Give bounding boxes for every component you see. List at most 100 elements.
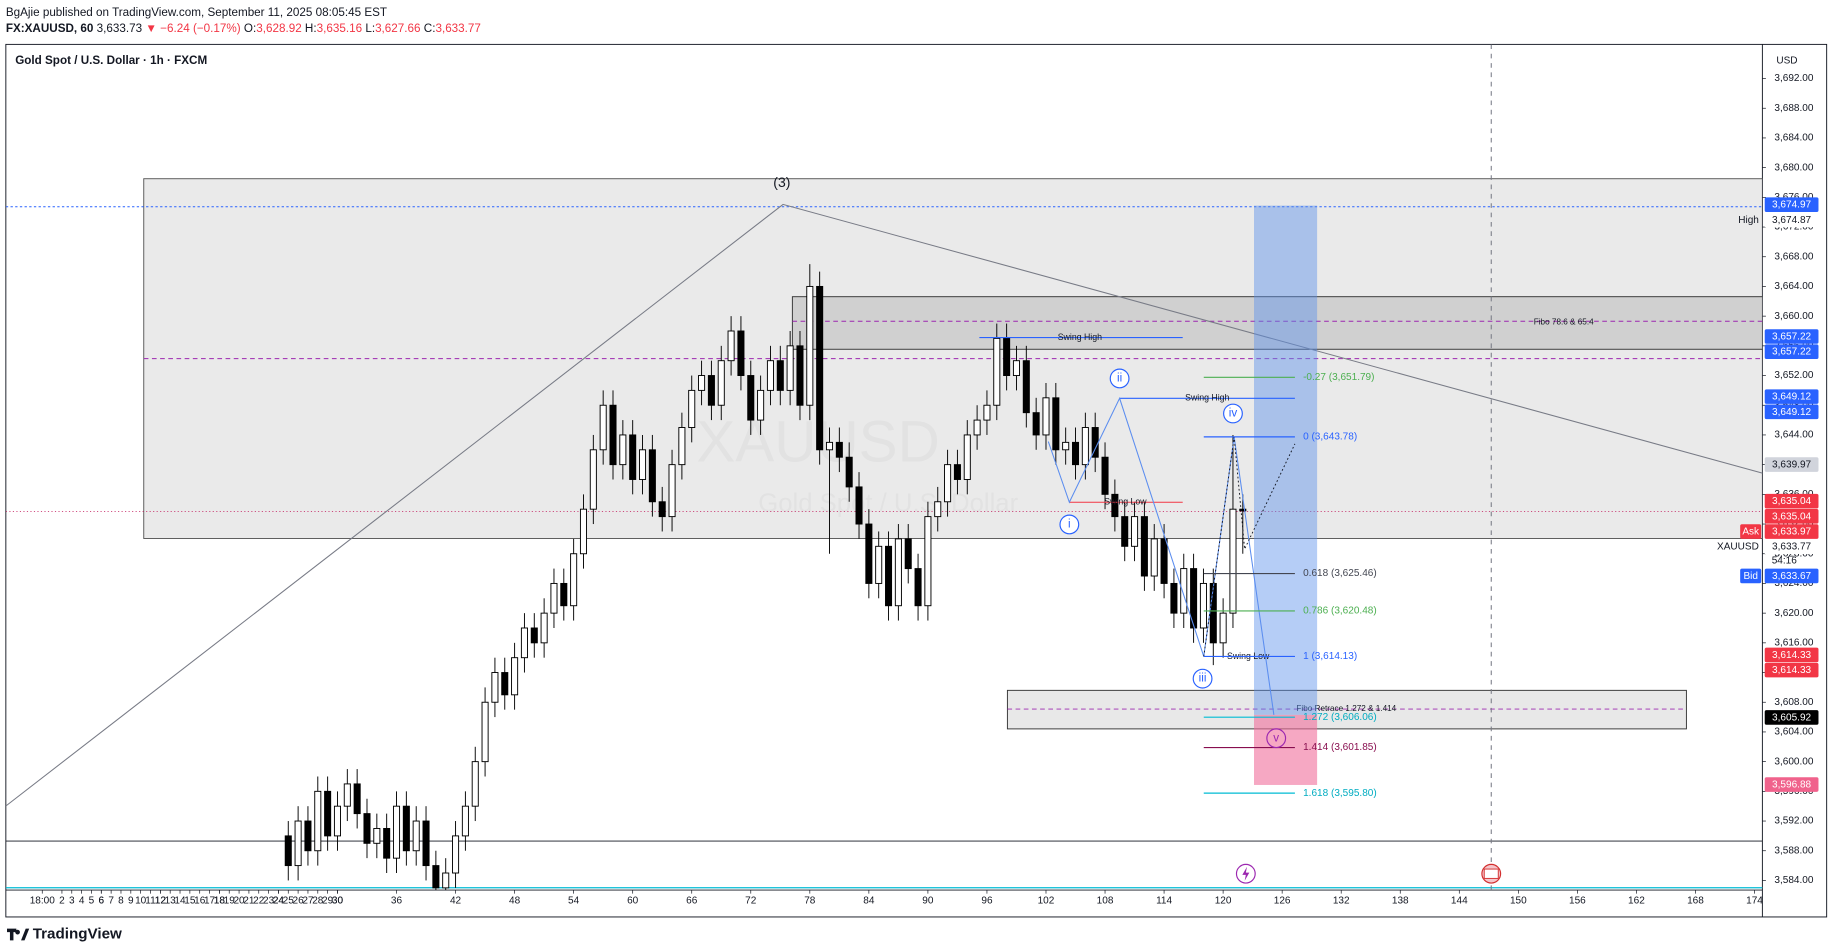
event-icon-glyph bbox=[1483, 868, 1499, 879]
price-tag-sub: 54:16 bbox=[1772, 556, 1798, 567]
x-tick-label: 66 bbox=[686, 895, 698, 906]
candle-body bbox=[875, 545, 883, 584]
symbol: FX:XAUUSD, 60 bbox=[6, 22, 94, 35]
candle-body bbox=[501, 672, 509, 696]
price-tag-label: 3,633.67 bbox=[1772, 571, 1811, 582]
candle-body bbox=[1022, 360, 1030, 414]
x-tick-label: 29 bbox=[322, 895, 334, 906]
candle-body bbox=[993, 337, 1001, 406]
fib-levels: -0.27 (3,651.79) 0 (3,643.78) 0.618 (3,6… bbox=[1203, 372, 1377, 799]
candle-body bbox=[1121, 516, 1129, 547]
candle-body bbox=[520, 627, 528, 659]
symbol-line: FX:XAUUSD, 60 3,633.73 ▼ −6.24 (−0.17%) … bbox=[6, 22, 481, 35]
price-tag bbox=[1764, 493, 1819, 509]
y-tick-label: 3,620.00 bbox=[1774, 608, 1813, 619]
candle-body bbox=[973, 419, 981, 436]
candle-body bbox=[983, 404, 991, 421]
price-tag-label: 3,657.22 bbox=[1772, 347, 1811, 358]
x-tick-label: 18:00 bbox=[30, 895, 56, 906]
fib-label: 1 (3,614.13) bbox=[1303, 651, 1357, 662]
price-tag-label: 3,635.04 bbox=[1772, 496, 1811, 507]
x-tick-label: 25 bbox=[283, 895, 295, 906]
x-tick-label: 12 bbox=[155, 895, 167, 906]
projection-box bbox=[1254, 714, 1318, 785]
x-tick-label: 10 bbox=[135, 895, 147, 906]
x-tick-label: 17 bbox=[204, 895, 216, 906]
currency: USD bbox=[1776, 55, 1797, 66]
y-tick-label: 3,652.00 bbox=[1774, 370, 1813, 381]
ohlc-value: 3,628.92 bbox=[256, 22, 301, 35]
x-tick-label: 102 bbox=[1038, 895, 1055, 906]
candle-body bbox=[402, 805, 410, 852]
candle-body bbox=[432, 865, 440, 889]
watermark: Gold Spot / U.S. Dollar bbox=[758, 489, 1018, 517]
candle-body bbox=[333, 805, 341, 837]
price-tag-label: 3,639.97 bbox=[1772, 460, 1811, 471]
candle-body bbox=[1160, 538, 1168, 584]
candle-body bbox=[1131, 516, 1139, 547]
x-tick-label: 22 bbox=[253, 895, 265, 906]
wave-label: iv bbox=[1229, 407, 1238, 420]
ohlc-label: O: bbox=[244, 22, 256, 35]
wave-label: i bbox=[1068, 518, 1071, 531]
candle-body bbox=[944, 464, 952, 503]
candle-body bbox=[796, 345, 804, 406]
y-tick-label: 3,616.00 bbox=[1774, 637, 1813, 648]
x-tick-label: 16 bbox=[194, 895, 206, 906]
wave-circle bbox=[1109, 368, 1130, 389]
candle-body bbox=[481, 701, 489, 763]
x-tick-label: 9 bbox=[128, 895, 134, 906]
zone-box bbox=[143, 178, 1763, 539]
projection-box bbox=[1254, 205, 1318, 715]
candle-body bbox=[550, 582, 558, 614]
candle-body bbox=[452, 835, 460, 874]
x-tick-label: 114 bbox=[1156, 895, 1172, 906]
price-tag bbox=[1764, 524, 1819, 539]
wave-circle bbox=[1059, 514, 1080, 535]
price-tag bbox=[1764, 344, 1819, 359]
x-tick-label: 120 bbox=[1215, 895, 1232, 906]
x-tick-label: 12 bbox=[155, 895, 167, 906]
candle-body bbox=[816, 285, 824, 451]
candle-body bbox=[1190, 568, 1198, 629]
price-tag bbox=[1764, 212, 1819, 228]
x-tick-label: 26 bbox=[293, 895, 305, 906]
y-tick-label: 3,600.00 bbox=[1774, 756, 1813, 767]
candle-body bbox=[1219, 612, 1227, 644]
y-tick-label: 3,660.00 bbox=[1774, 311, 1813, 322]
candle-body bbox=[953, 464, 961, 480]
candle-body bbox=[1042, 397, 1050, 436]
candle-body bbox=[422, 820, 430, 867]
plot: XAUUSD Gold Spot / U.S. Dollar Fibo 78.6… bbox=[5, 44, 1763, 891]
candle-body bbox=[363, 813, 371, 844]
y-tick-label: 3,692.00 bbox=[1774, 73, 1813, 84]
ohlc-label: L: bbox=[365, 22, 375, 35]
ohlc-label: C: bbox=[424, 22, 436, 35]
price-tag bbox=[1764, 647, 1819, 663]
candle-body bbox=[747, 375, 755, 421]
candle-body bbox=[589, 449, 597, 510]
candle-body bbox=[727, 330, 735, 362]
x-tick-label: 14 bbox=[174, 895, 186, 906]
y-tick-label: 3,592.00 bbox=[1774, 816, 1813, 827]
candle-body bbox=[1150, 538, 1158, 577]
wave-circle bbox=[1266, 728, 1287, 749]
candle-body bbox=[599, 404, 607, 451]
candle-body bbox=[1199, 582, 1207, 629]
y-tick-label: 3,608.00 bbox=[1774, 697, 1813, 708]
candle-body bbox=[1062, 441, 1070, 451]
x-tick-label: 30 bbox=[332, 895, 344, 906]
candle-body bbox=[1071, 441, 1080, 466]
candle-body bbox=[904, 538, 912, 570]
price-tag-badge-label: Bid bbox=[1743, 571, 1758, 582]
candle-body bbox=[786, 345, 794, 391]
price-tag-label: 3,614.33 bbox=[1772, 650, 1811, 661]
candle-body bbox=[491, 672, 499, 703]
x-tick-label: 3 bbox=[69, 895, 75, 906]
candle-body bbox=[304, 820, 312, 852]
y-tick-label: 3,644.00 bbox=[1774, 430, 1813, 441]
candles bbox=[284, 264, 1247, 891]
candle-body bbox=[1081, 427, 1089, 466]
x-tick-label: 21 bbox=[243, 895, 255, 906]
candle-body bbox=[658, 501, 666, 518]
